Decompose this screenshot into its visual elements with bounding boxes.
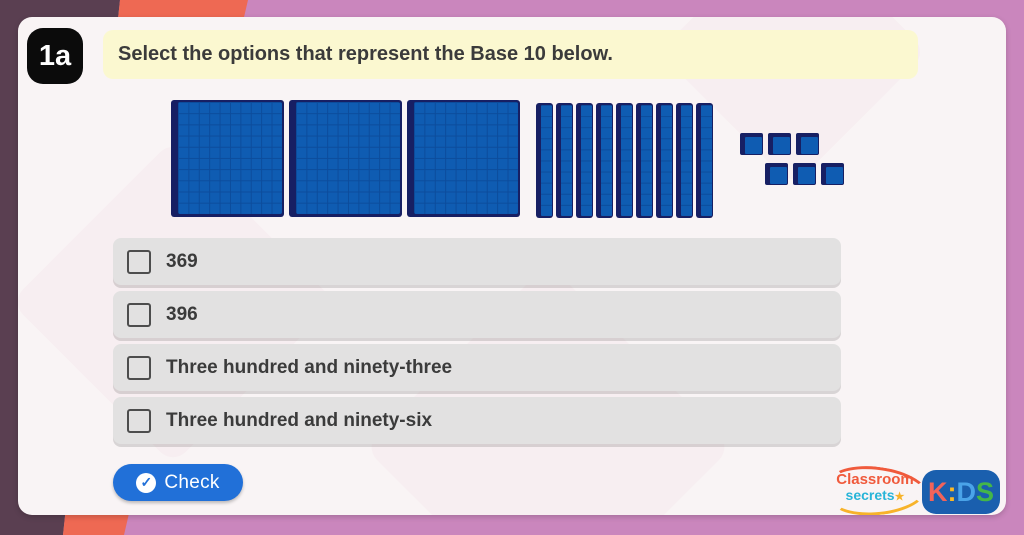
classroom-logo-word: Classroom — [836, 471, 914, 488]
block-face — [773, 137, 790, 154]
rod-block — [576, 103, 593, 218]
block-face — [801, 137, 818, 154]
kids-logo-letter: S — [975, 476, 994, 507]
cube-block — [793, 163, 816, 185]
cube-block — [740, 133, 763, 155]
question-card: 1a Select the options that represent the… — [18, 17, 1006, 515]
option-row[interactable]: Three hundred and ninety-three — [113, 344, 841, 391]
rod-block — [556, 103, 573, 218]
base10-tens-group — [536, 103, 713, 218]
secrets-logo-word: secrets★ — [845, 487, 905, 503]
kids-logo-letter: K — [927, 476, 948, 507]
option-row[interactable]: 396 — [113, 291, 841, 338]
rod-block — [636, 103, 653, 218]
cube-block — [796, 133, 819, 155]
block-face — [581, 105, 592, 216]
block-face — [601, 105, 612, 216]
block-face — [701, 105, 712, 216]
rod-block — [596, 103, 613, 218]
check-button[interactable]: ✓ Check — [113, 464, 243, 501]
option-label: Three hundred and ninety-six — [166, 409, 433, 431]
check-circle-icon: ✓ — [136, 472, 157, 493]
block-face — [681, 105, 692, 216]
question-number-badge: 1a — [27, 28, 83, 84]
block-face — [541, 105, 552, 216]
kids-logo-letter: D — [956, 476, 976, 507]
ones-row-top — [740, 133, 844, 155]
star-icon: ★ — [894, 491, 905, 503]
rod-block — [656, 103, 673, 218]
question-text: Select the options that represent the Ba… — [118, 43, 613, 65]
option-label: Three hundred and ninety-three — [166, 356, 453, 378]
base10-ones-group — [740, 133, 844, 185]
option-checkbox[interactable] — [127, 408, 151, 433]
classroom-secrets-logo: Classroom secrets★ — [824, 460, 932, 515]
block-face — [296, 102, 400, 214]
kids-logo-letter: : — [947, 476, 957, 507]
rod-block — [536, 103, 553, 218]
hundred-block — [171, 100, 284, 217]
cube-block — [765, 163, 788, 185]
block-face — [621, 105, 632, 216]
cube-block — [821, 163, 844, 185]
block-face — [178, 102, 282, 214]
option-label: 369 — [166, 250, 198, 272]
hundred-block — [289, 100, 402, 217]
option-label: 396 — [166, 303, 198, 325]
block-face — [641, 105, 652, 216]
block-face — [414, 102, 518, 214]
hundred-block — [407, 100, 520, 217]
block-face — [826, 167, 843, 184]
block-face — [745, 137, 762, 154]
ones-row-bottom — [765, 163, 844, 185]
option-row[interactable]: Three hundred and ninety-six — [113, 397, 841, 444]
option-checkbox[interactable] — [127, 249, 151, 274]
option-checkbox[interactable] — [127, 355, 151, 380]
option-checkbox[interactable] — [127, 302, 151, 327]
question-banner: Select the options that represent the Ba… — [103, 30, 918, 79]
block-face — [798, 167, 815, 184]
check-button-label: Check — [164, 471, 220, 493]
base10-hundreds-group — [171, 100, 520, 217]
block-face — [770, 167, 787, 184]
block-face — [661, 105, 672, 216]
rod-block — [696, 103, 713, 218]
rod-block — [616, 103, 633, 218]
option-row[interactable]: 369 — [113, 238, 841, 285]
block-face — [561, 105, 572, 216]
rod-block — [676, 103, 693, 218]
cube-block — [768, 133, 791, 155]
options-list: 369 396 Three hundred and ninety-three Thre… — [113, 238, 841, 450]
